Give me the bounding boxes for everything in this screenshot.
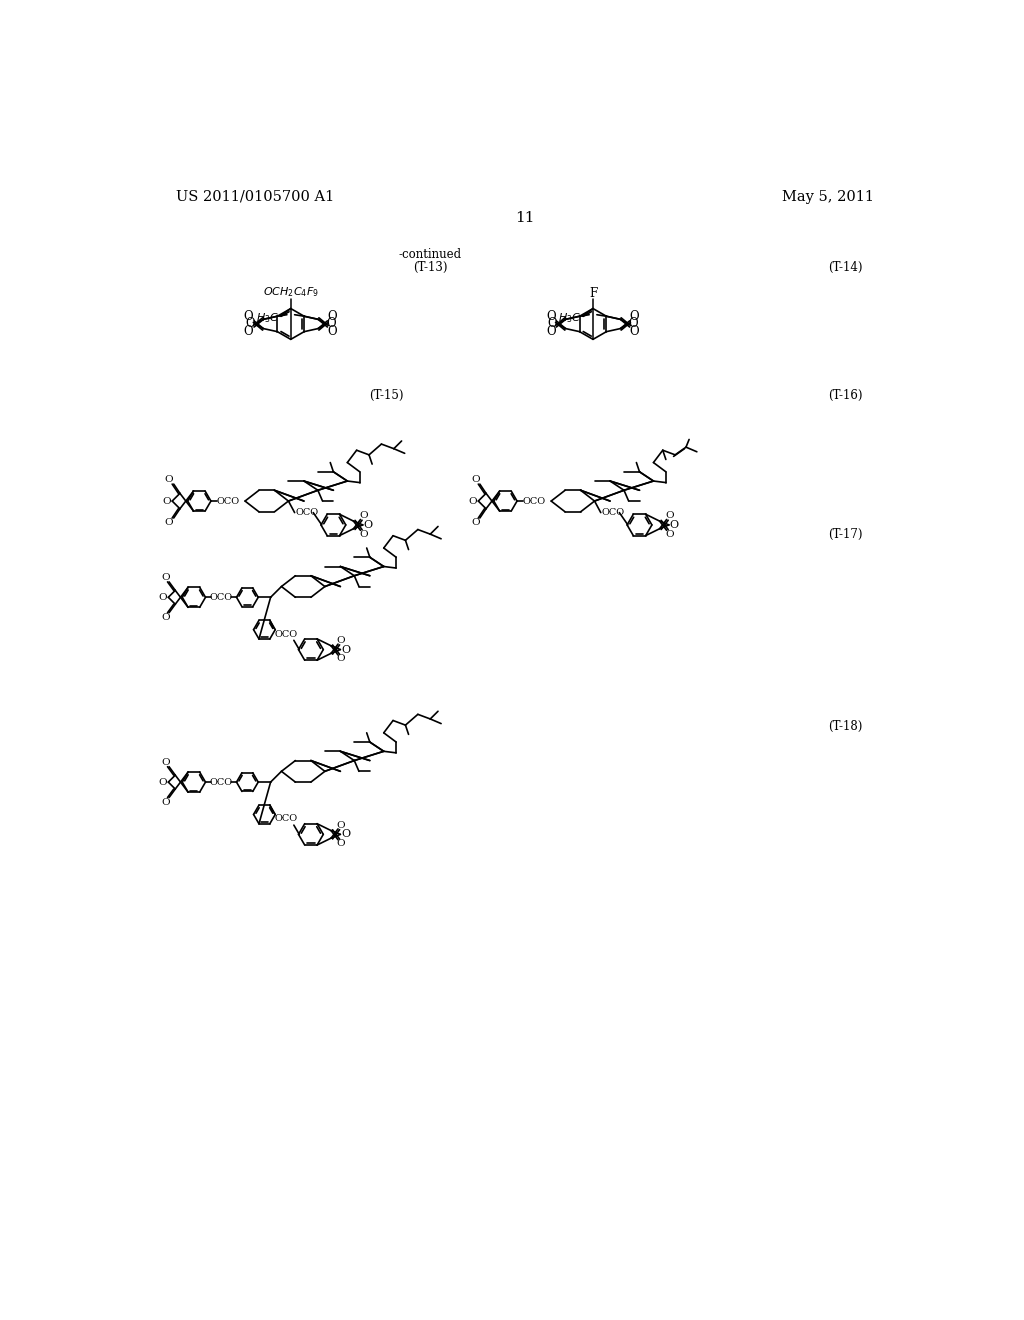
Text: O: O xyxy=(337,840,345,849)
Text: O: O xyxy=(341,829,350,840)
Text: O: O xyxy=(337,655,345,664)
Text: O: O xyxy=(337,636,345,644)
Text: $OCH_2C_4F_9$: $OCH_2C_4F_9$ xyxy=(263,285,318,298)
Text: O: O xyxy=(159,593,167,602)
Text: O: O xyxy=(161,758,170,767)
Text: O: O xyxy=(328,310,337,323)
Text: -continued: -continued xyxy=(398,248,462,261)
Text: O: O xyxy=(165,519,173,527)
Text: US 2011/0105700 A1: US 2011/0105700 A1 xyxy=(176,190,334,203)
Text: O: O xyxy=(161,797,170,807)
Text: O: O xyxy=(359,529,368,539)
Text: O: O xyxy=(546,325,556,338)
Text: (T-16): (T-16) xyxy=(828,389,862,403)
Text: O: O xyxy=(629,317,638,330)
Text: O: O xyxy=(630,310,639,323)
Text: O: O xyxy=(161,612,170,622)
Text: O: O xyxy=(159,777,167,787)
Text: O: O xyxy=(359,511,368,520)
Text: O: O xyxy=(548,317,557,330)
Text: O: O xyxy=(666,529,674,539)
Text: 11: 11 xyxy=(515,211,535,226)
Text: OCO: OCO xyxy=(216,496,240,506)
Text: O: O xyxy=(471,475,479,484)
Text: $H_3C$: $H_3C$ xyxy=(256,312,280,325)
Text: O: O xyxy=(670,520,679,529)
Text: (T-17): (T-17) xyxy=(828,528,862,541)
Text: OCO: OCO xyxy=(522,496,546,506)
Text: O: O xyxy=(244,310,254,323)
Text: O: O xyxy=(341,644,350,655)
Text: O: O xyxy=(165,475,173,484)
Text: $H_3C$: $H_3C$ xyxy=(558,312,582,325)
Text: OCO: OCO xyxy=(274,630,298,639)
Text: O: O xyxy=(546,310,556,323)
Text: F: F xyxy=(589,286,597,300)
Text: O: O xyxy=(666,511,674,520)
Text: (T-13): (T-13) xyxy=(413,260,447,273)
Text: OCO: OCO xyxy=(601,508,625,517)
Text: (T-15): (T-15) xyxy=(369,389,403,403)
Text: O: O xyxy=(163,496,171,506)
Text: O: O xyxy=(630,325,639,338)
Text: May 5, 2011: May 5, 2011 xyxy=(781,190,873,203)
Text: O: O xyxy=(246,317,255,330)
Text: OCO: OCO xyxy=(210,593,232,602)
Text: O: O xyxy=(244,325,254,338)
Text: OCO: OCO xyxy=(274,814,298,824)
Text: O: O xyxy=(328,325,337,338)
Text: O: O xyxy=(161,573,170,582)
Text: O: O xyxy=(327,317,336,330)
Text: O: O xyxy=(337,821,345,829)
Text: O: O xyxy=(471,519,479,527)
Text: OCO: OCO xyxy=(296,508,318,517)
Text: (T-14): (T-14) xyxy=(828,260,862,273)
Text: (T-18): (T-18) xyxy=(828,721,862,733)
Text: O: O xyxy=(364,520,373,529)
Text: OCO: OCO xyxy=(210,777,232,787)
Text: O: O xyxy=(469,496,477,506)
